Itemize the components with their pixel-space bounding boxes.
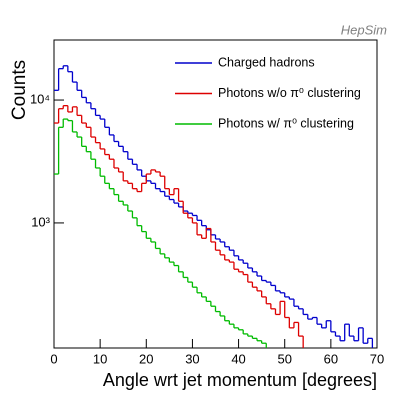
x-axis-label: Angle wrt jet momentum [degrees] bbox=[103, 370, 377, 390]
y-tick-label: 10³ bbox=[31, 214, 50, 229]
x-tick-label: 10 bbox=[93, 351, 107, 366]
x-tick-label: 0 bbox=[50, 351, 57, 366]
x-tick-label: 20 bbox=[139, 351, 153, 366]
x-tick-label: 50 bbox=[277, 351, 291, 366]
legend-label: Photons w/ π⁰ clustering bbox=[218, 116, 354, 130]
annotation: HepSim bbox=[341, 22, 387, 37]
x-tick-label: 30 bbox=[185, 351, 199, 366]
frame bbox=[53, 39, 378, 349]
x-tick-label: 70 bbox=[370, 351, 384, 366]
x-tick-label: 60 bbox=[324, 351, 338, 366]
x-tick-label: 40 bbox=[231, 351, 245, 366]
y-tick-label: 10⁴ bbox=[30, 91, 50, 106]
legend-label: Photons w/o π⁰ clustering bbox=[218, 86, 361, 100]
y-axis-label: Counts bbox=[9, 60, 30, 120]
legend-label: Charged hadrons bbox=[218, 55, 315, 69]
